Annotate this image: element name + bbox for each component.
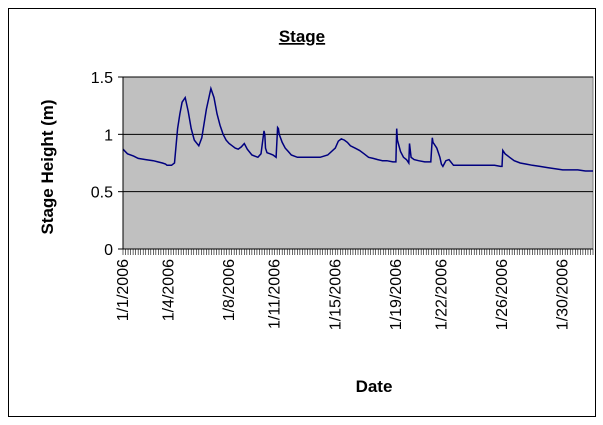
x-tick-label: 1/4/2006 (160, 259, 177, 321)
x-tick-label: 1/19/2006 (388, 259, 405, 330)
x-tick-label: 1/8/2006 (221, 259, 238, 321)
x-tick-label: 1/1/2006 (115, 259, 132, 321)
x-tick-label: 1/11/2006 (267, 259, 284, 329)
x-tick-label: 1/15/2006 (327, 259, 344, 330)
x-tick-label: 1/26/2006 (494, 259, 511, 330)
y-axis-title: Stage Height (m) (38, 99, 57, 234)
y-tick-label: 0.5 (91, 185, 113, 202)
x-tick-label: 1/22/2006 (433, 259, 450, 330)
x-tick-label: 1/30/2006 (555, 259, 572, 330)
y-tick-label: 0 (104, 242, 113, 259)
y-tick-label: 1 (104, 127, 113, 144)
y-tick-label: 1.5 (91, 70, 113, 87)
stage-chart: Stage 0 0.5 1 1.5 1/1/2006 1/4/2006 1/8/2006 1… (38, 27, 594, 396)
chart-title: Stage (279, 27, 325, 46)
stage-series-line (122, 85, 593, 172)
plot-area (122, 76, 594, 250)
chart-frame: Stage 0 0.5 1 1.5 1/1/2006 1/4/2006 1/8/2006 1… (8, 8, 596, 417)
x-axis-title: Date (356, 377, 393, 396)
